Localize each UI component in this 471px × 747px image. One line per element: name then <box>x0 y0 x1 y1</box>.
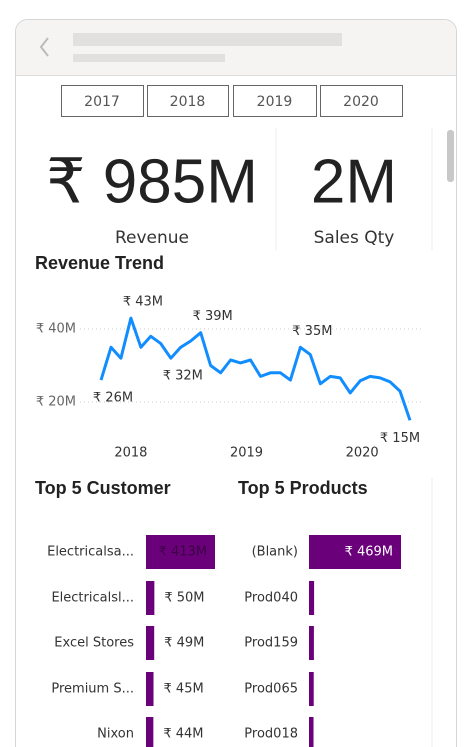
trend-line <box>99 316 412 421</box>
category-label: Electricalsl... <box>51 591 134 606</box>
bar[interactable] <box>146 626 155 660</box>
category-label: Prod065 <box>244 682 298 697</box>
data-label: ₹ 413M <box>159 545 207 560</box>
data-label: ₹ 35M <box>292 324 332 339</box>
kpi-label: Sales Qty <box>314 228 395 248</box>
chart-title: Revenue Trend <box>35 253 164 273</box>
data-label: ₹ 44M <box>163 727 203 742</box>
data-label: ₹ 469M <box>345 545 393 560</box>
title-placeholder <box>73 33 342 46</box>
category-label: Prod040 <box>244 591 298 606</box>
bar[interactable] <box>146 672 154 706</box>
x-tick-label: 2018 <box>114 446 147 461</box>
bar[interactable] <box>309 581 315 615</box>
kpi-label: Revenue <box>115 228 189 248</box>
year-label: 2017 <box>84 94 120 110</box>
chart-title: Top 5 Customer <box>35 478 171 498</box>
data-label: ₹ 45M <box>164 682 204 697</box>
back-button[interactable] <box>39 37 49 57</box>
chart-title: Top 5 Products <box>238 478 368 498</box>
y-tick-label: ₹ 20M <box>36 395 76 410</box>
bar[interactable] <box>146 717 154 747</box>
kpi-value: ₹ 985M <box>46 147 258 216</box>
year-label: 2019 <box>257 94 293 110</box>
category-label: Nixon <box>97 727 134 742</box>
category-label: Prod159 <box>244 636 298 651</box>
year-button[interactable] <box>61 85 144 117</box>
category-label: Excel Stores <box>54 636 134 651</box>
data-label: ₹ 32M <box>163 369 203 384</box>
x-tick-label: 2019 <box>230 446 263 461</box>
bar[interactable] <box>146 581 155 615</box>
bar[interactable] <box>309 717 314 747</box>
year-button[interactable] <box>233 85 317 117</box>
category-label: Prod018 <box>244 727 298 742</box>
year-label: 2018 <box>170 94 206 110</box>
bar[interactable] <box>309 672 314 706</box>
bar[interactable] <box>309 626 314 660</box>
x-tick-label: 2020 <box>346 446 379 461</box>
subtitle-placeholder <box>73 54 225 62</box>
scrollbar[interactable] <box>447 130 454 182</box>
data-label: ₹ 26M <box>93 391 133 406</box>
year-button[interactable] <box>147 85 229 117</box>
category-label: Electricalsa... <box>47 545 134 560</box>
y-tick-label: ₹ 40M <box>36 322 76 337</box>
data-label: ₹ 50M <box>164 591 204 606</box>
bar[interactable] <box>146 535 215 569</box>
data-label: ₹ 49M <box>164 636 204 651</box>
header-bar <box>16 20 456 75</box>
data-label: ₹ 43M <box>123 295 163 310</box>
bar[interactable] <box>309 535 401 569</box>
data-label: ₹ 39M <box>193 309 233 324</box>
data-label: ₹ 15M <box>380 431 420 446</box>
year-label: 2020 <box>343 94 379 110</box>
category-label: Premium S... <box>51 682 134 697</box>
kpi-value: 2M <box>311 147 397 216</box>
year-button[interactable] <box>320 85 403 117</box>
category-label: (Blank) <box>252 545 298 560</box>
